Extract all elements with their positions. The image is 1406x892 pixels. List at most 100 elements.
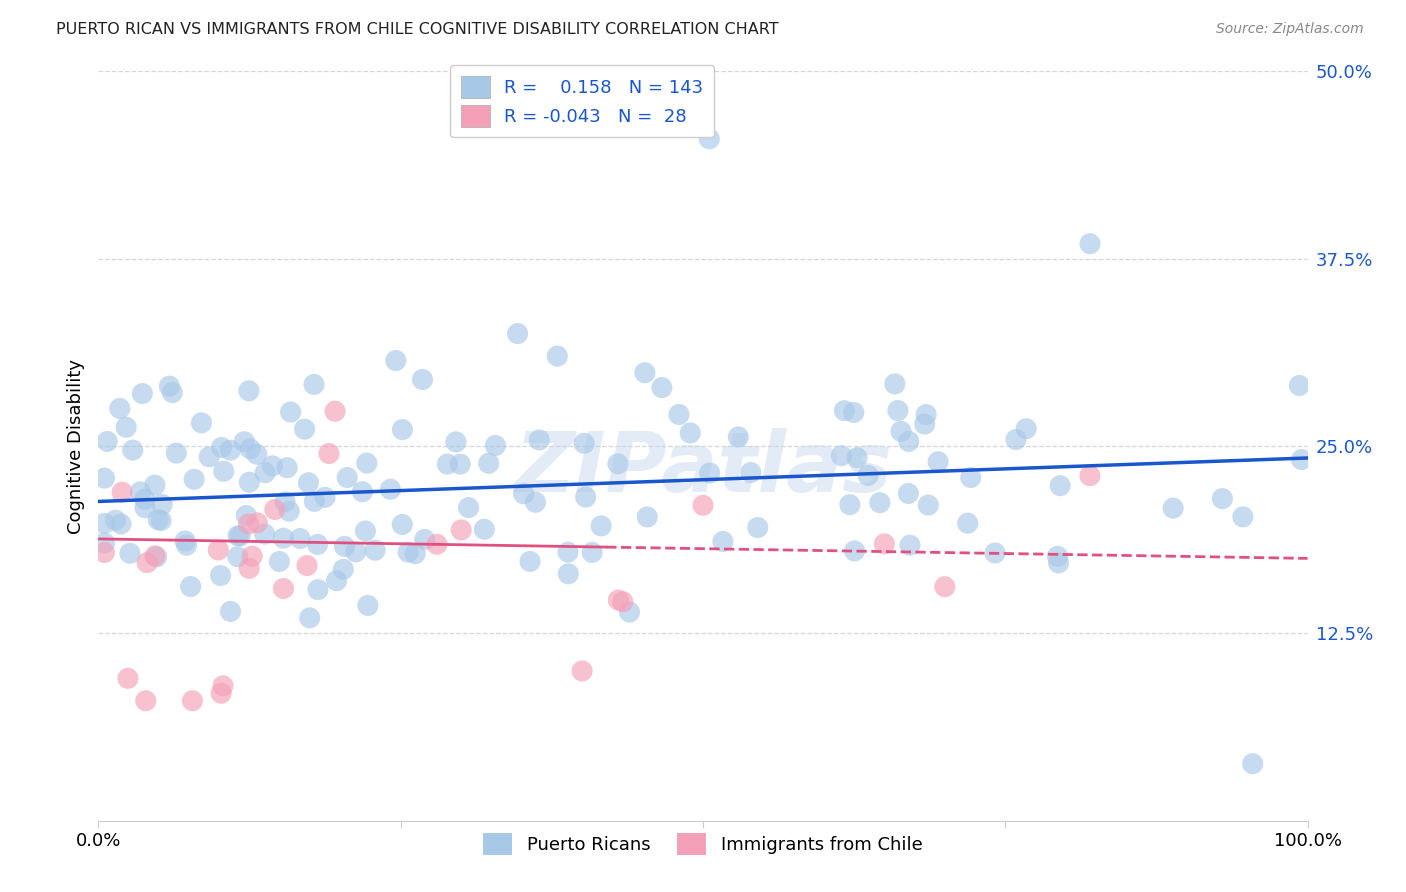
Point <box>209 568 232 582</box>
Text: Source: ZipAtlas.com: Source: ZipAtlas.com <box>1216 22 1364 37</box>
Point <box>278 504 301 518</box>
Point <box>519 554 541 568</box>
Y-axis label: Cognitive Disability: Cognitive Disability <box>66 359 84 533</box>
Point <box>226 549 249 564</box>
Point <box>606 457 628 471</box>
Point <box>934 580 956 594</box>
Point <box>235 508 257 523</box>
Point <box>838 498 860 512</box>
Point <box>572 436 595 450</box>
Point <box>1005 433 1028 447</box>
Point <box>253 527 276 541</box>
Point <box>484 438 506 452</box>
Point <box>396 545 419 559</box>
Point <box>207 543 229 558</box>
Point <box>298 611 321 625</box>
Point <box>262 458 284 473</box>
Point <box>273 582 295 596</box>
Point <box>607 593 630 607</box>
Point <box>914 417 936 431</box>
Point <box>450 523 472 537</box>
Point <box>190 416 212 430</box>
Point <box>93 545 115 559</box>
Point <box>869 496 891 510</box>
Point <box>575 490 598 504</box>
Point <box>679 425 702 440</box>
Point <box>238 561 260 575</box>
Point <box>246 447 269 461</box>
Point <box>1241 756 1264 771</box>
Point <box>697 132 720 146</box>
Point <box>295 558 318 573</box>
Point <box>238 475 260 490</box>
Point <box>165 446 187 460</box>
Point <box>619 605 641 619</box>
Point <box>297 475 319 490</box>
Point <box>150 498 173 512</box>
Point <box>276 460 298 475</box>
Point <box>148 513 170 527</box>
Point <box>229 529 252 543</box>
Point <box>333 540 356 554</box>
Point <box>209 686 232 700</box>
Point <box>711 534 734 549</box>
Text: PUERTO RICAN VS IMMIGRANTS FROM CHILE COGNITIVE DISABILITY CORRELATION CHART: PUERTO RICAN VS IMMIGRANTS FROM CHILE CO… <box>56 22 779 37</box>
Point <box>404 547 426 561</box>
Point <box>927 455 949 469</box>
Point <box>426 537 449 551</box>
Legend: Puerto Ricans, Immigrants from Chile: Puerto Ricans, Immigrants from Chile <box>474 824 932 864</box>
Point <box>332 562 354 576</box>
Point <box>143 549 166 563</box>
Point <box>325 574 347 588</box>
Point <box>162 385 184 400</box>
Point <box>842 405 865 419</box>
Point <box>357 599 380 613</box>
Point <box>294 422 316 436</box>
Point <box>157 379 180 393</box>
Point <box>512 487 534 501</box>
Point <box>93 471 115 485</box>
Point <box>238 384 260 398</box>
Point <box>1211 491 1233 506</box>
Point <box>444 434 467 449</box>
Point <box>336 470 359 484</box>
Point <box>1161 501 1184 516</box>
Point <box>1078 468 1101 483</box>
Point <box>692 498 714 512</box>
Point <box>1232 509 1254 524</box>
Point <box>274 495 297 509</box>
Point <box>651 381 673 395</box>
Point <box>356 456 378 470</box>
Point <box>449 457 471 471</box>
Point <box>529 433 551 447</box>
Point <box>898 538 921 552</box>
Point <box>136 556 159 570</box>
Point <box>1015 422 1038 436</box>
Point <box>323 404 346 418</box>
Point <box>254 466 277 480</box>
Point <box>219 604 242 618</box>
Point <box>145 549 167 564</box>
Point <box>1078 236 1101 251</box>
Point <box>1049 478 1071 492</box>
Point <box>314 490 336 504</box>
Point <box>135 694 157 708</box>
Point <box>110 516 132 531</box>
Point <box>364 543 387 558</box>
Point <box>288 532 311 546</box>
Point <box>344 545 367 559</box>
Point <box>212 464 235 478</box>
Point <box>118 546 141 560</box>
Text: ZIPatlas: ZIPatlas <box>515 428 891 509</box>
Point <box>226 529 249 543</box>
Point <box>1046 549 1069 564</box>
Point <box>143 478 166 492</box>
Point <box>557 545 579 559</box>
Point <box>883 376 905 391</box>
Point <box>318 446 340 460</box>
Point <box>436 457 458 471</box>
Point <box>129 484 152 499</box>
Point <box>239 442 262 456</box>
Point <box>391 423 413 437</box>
Point <box>1047 556 1070 570</box>
